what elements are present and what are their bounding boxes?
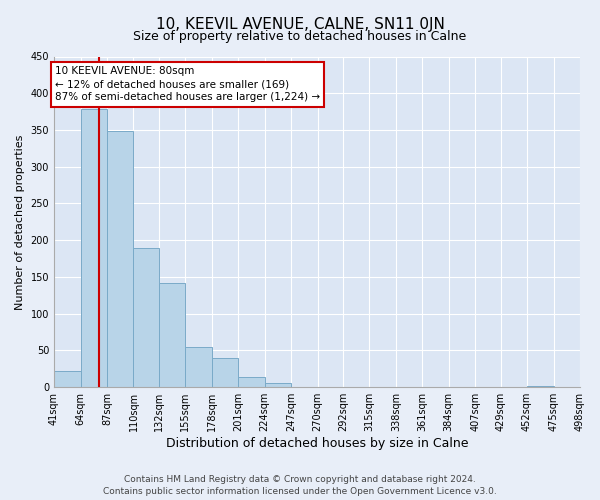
- Text: Size of property relative to detached houses in Calne: Size of property relative to detached ho…: [133, 30, 467, 43]
- Bar: [133, 248, 159, 387]
- Bar: [580, 386, 600, 387]
- Bar: [80, 110, 107, 387]
- Bar: [238, 377, 265, 387]
- Bar: [212, 358, 238, 387]
- Bar: [159, 283, 185, 387]
- Bar: [527, 386, 554, 387]
- X-axis label: Distribution of detached houses by size in Calne: Distribution of detached houses by size …: [166, 437, 468, 450]
- Text: Contains HM Land Registry data © Crown copyright and database right 2024.
Contai: Contains HM Land Registry data © Crown c…: [103, 474, 497, 496]
- Bar: [107, 132, 133, 387]
- Bar: [265, 383, 291, 387]
- Text: 10, KEEVIL AVENUE, CALNE, SN11 0JN: 10, KEEVIL AVENUE, CALNE, SN11 0JN: [155, 18, 445, 32]
- Bar: [54, 371, 80, 387]
- Bar: [185, 347, 212, 387]
- Y-axis label: Number of detached properties: Number of detached properties: [15, 134, 25, 310]
- Text: 10 KEEVIL AVENUE: 80sqm
← 12% of detached houses are smaller (169)
87% of semi-d: 10 KEEVIL AVENUE: 80sqm ← 12% of detache…: [55, 66, 320, 102]
